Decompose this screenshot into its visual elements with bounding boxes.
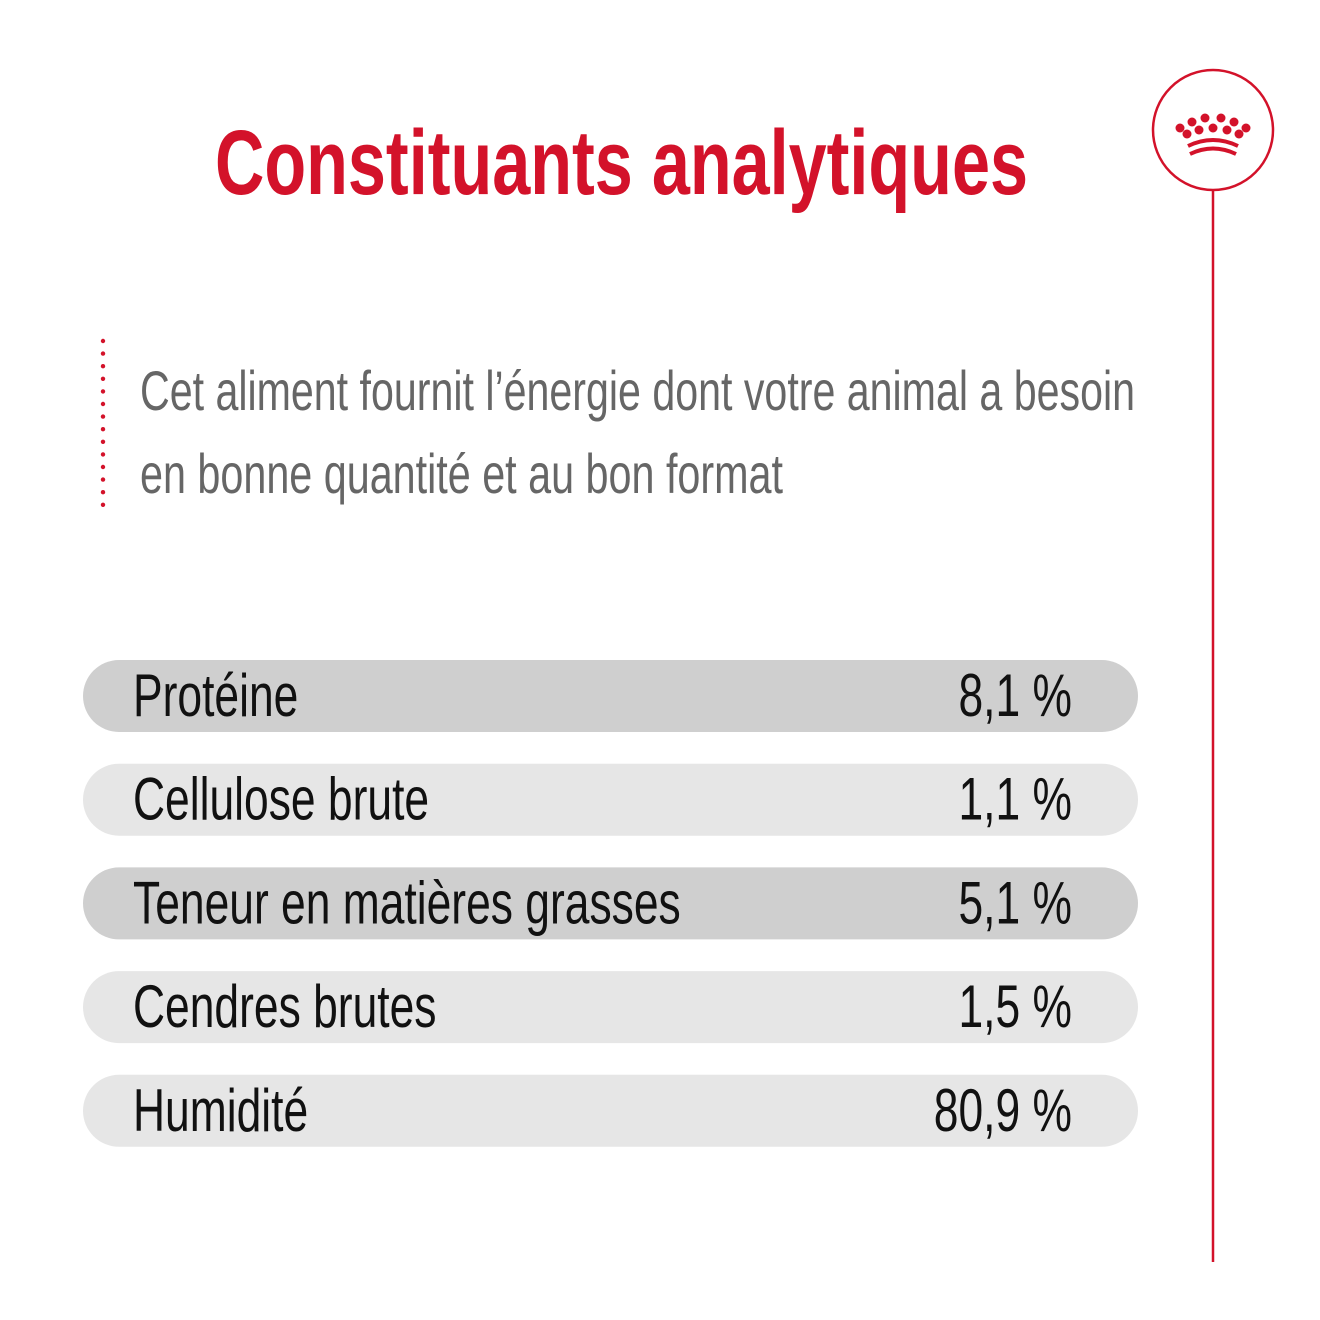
table-row: Teneur en matières grasses 5,1 %	[83, 867, 1138, 940]
row-value-wrap: 80,9 %	[934, 1077, 1072, 1144]
dot	[100, 389, 106, 394]
description-line: en bonne quantité et au bon format	[140, 442, 783, 505]
row-value-wrap: 5,1 %	[958, 870, 1072, 937]
row-background	[83, 1074, 1138, 1147]
dot	[100, 338, 106, 344]
dot	[100, 452, 106, 457]
dot	[100, 464, 106, 470]
row-label-wrap: Humidité	[133, 1077, 308, 1144]
dot	[100, 477, 106, 482]
table-row: Protéine 8,1 %	[83, 660, 1138, 732]
dot	[100, 490, 106, 495]
row-label-wrap: Cellulose brute	[133, 766, 429, 833]
dot	[100, 351, 106, 356]
crown	[1175, 113, 1251, 139]
logo	[1151, 68, 1275, 1262]
dot	[100, 376, 106, 381]
row-label: Protéine	[133, 663, 298, 730]
row-background	[83, 763, 1138, 836]
row-label-wrap: Teneur en matières grasses	[133, 870, 681, 937]
row-label: Cellulose brute	[133, 766, 429, 833]
row-background	[83, 660, 1138, 732]
title: Constituants analytiques	[215, 112, 1028, 214]
row-value: 1,5 %	[958, 974, 1072, 1041]
dot	[100, 401, 106, 407]
row-value-wrap: 8,1 %	[958, 663, 1072, 730]
dot	[100, 427, 106, 432]
row-value-wrap: 1,1 %	[958, 766, 1072, 833]
row-label-wrap: Protéine	[133, 663, 298, 730]
row-value: 1,1 %	[958, 766, 1072, 833]
table-row: Cellulose brute 1,1 %	[83, 763, 1138, 836]
dot	[100, 439, 106, 444]
row-background	[83, 971, 1138, 1044]
row-value: 5,1 %	[958, 870, 1072, 937]
dot	[100, 502, 106, 507]
dotted-rule	[100, 338, 106, 507]
crown-band	[1189, 146, 1237, 156]
table-row: Cendres brutes 1,5 %	[83, 971, 1138, 1044]
row-background	[83, 867, 1138, 940]
row-value: 80,9 %	[934, 1077, 1072, 1144]
dot	[100, 414, 106, 419]
row-label-wrap: Cendres brutes	[133, 974, 436, 1041]
table-row: Humidité 80,9 %	[83, 1074, 1138, 1147]
description-line: Cet aliment fournit l’énergie dont votre…	[140, 359, 1135, 422]
row-label: Teneur en matières grasses	[133, 870, 681, 937]
row-value: 8,1 %	[958, 663, 1072, 730]
crown-band	[1187, 138, 1239, 148]
row-label: Humidité	[133, 1077, 308, 1144]
row-label: Cendres brutes	[133, 974, 436, 1041]
row-value-wrap: 1,5 %	[958, 974, 1072, 1041]
dot	[100, 364, 106, 369]
